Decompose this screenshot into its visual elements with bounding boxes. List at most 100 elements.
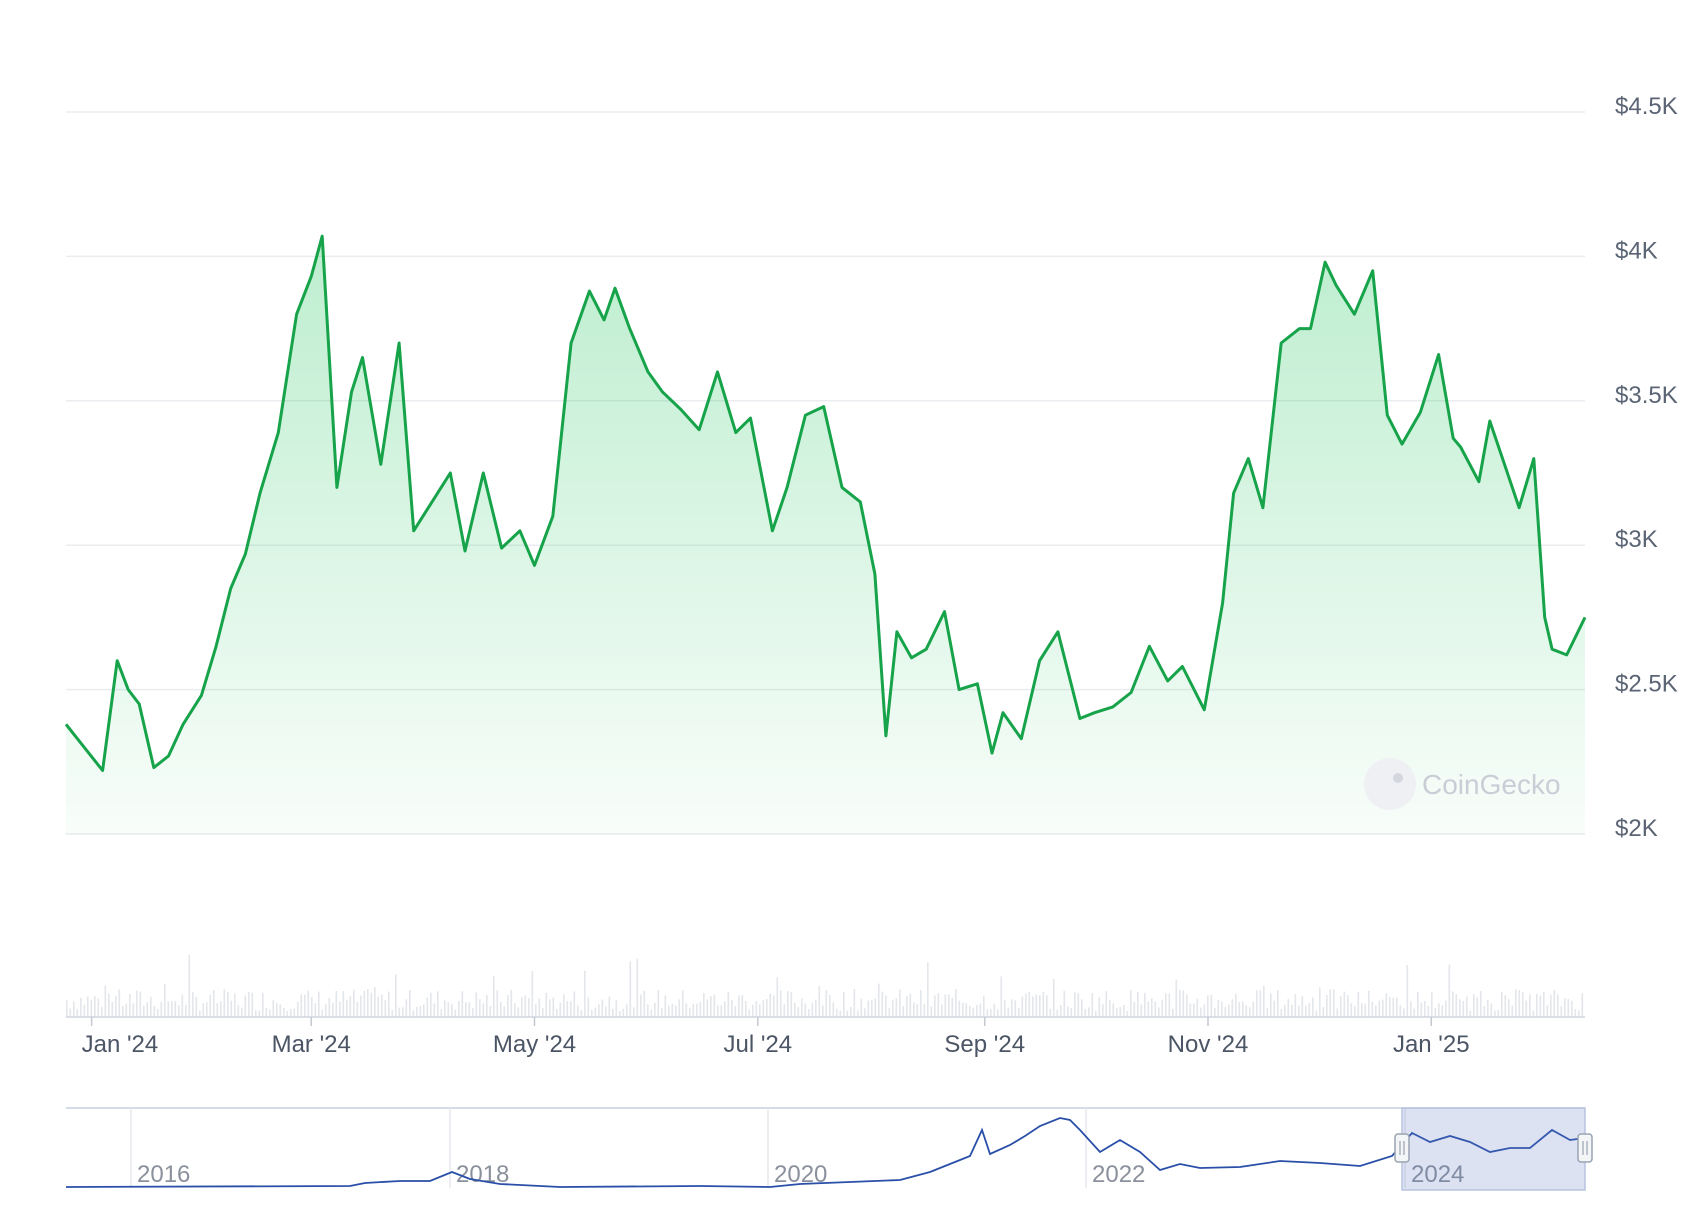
volume-bar xyxy=(370,992,373,1017)
volume-bar xyxy=(878,983,880,1017)
volume-bar xyxy=(1123,1005,1125,1017)
volume-bar xyxy=(1060,1004,1062,1017)
volume-bar xyxy=(1487,999,1489,1017)
volume-bar xyxy=(269,1009,271,1017)
y-tick-label: $3.5K xyxy=(1615,382,1678,409)
volume-bar xyxy=(1308,1002,1311,1017)
volume-bar xyxy=(164,983,166,1017)
volume-bar xyxy=(314,1003,317,1017)
price-line[interactable] xyxy=(64,234,1587,772)
x-tick-label: Mar '24 xyxy=(272,1031,351,1058)
volume-bar xyxy=(839,1010,842,1017)
volume-bar xyxy=(150,996,152,1017)
volume-bar xyxy=(801,998,803,1017)
range-navigator[interactable]: 2016 2018 2020 2022 2024 xyxy=(65,1107,1593,1191)
volume-bar xyxy=(1077,993,1080,1017)
volume-bar xyxy=(934,995,936,1017)
navigator-selection[interactable] xyxy=(1401,1107,1586,1191)
volume-bar xyxy=(69,1008,72,1017)
volume-bar xyxy=(643,990,646,1017)
gecko-logo-icon xyxy=(1364,758,1416,810)
volume-bar xyxy=(1196,998,1199,1017)
volume-bar xyxy=(1403,1008,1405,1017)
volume-bar xyxy=(1018,1008,1020,1017)
volume-bar xyxy=(1245,1005,1248,1017)
volume-bar xyxy=(472,1008,474,1017)
volume-bar xyxy=(986,1009,989,1017)
volume-bar xyxy=(90,1000,93,1017)
volume-bar xyxy=(531,971,534,1017)
volume-bar xyxy=(276,1003,278,1017)
volume-bar xyxy=(181,994,184,1017)
volume-bar xyxy=(521,997,523,1017)
volume-bar xyxy=(1319,987,1321,1017)
volume-bar xyxy=(1434,1007,1437,1017)
volume-bar xyxy=(1466,996,1468,1017)
volume-bar xyxy=(66,1000,68,1017)
volume-bar xyxy=(997,1009,999,1017)
volume-bar xyxy=(248,991,250,1017)
volume-bar xyxy=(1462,1000,1465,1017)
volume-bar xyxy=(1014,1000,1017,1017)
volume-bar xyxy=(1350,1003,1353,1017)
volume-bar xyxy=(503,1006,506,1017)
price-area xyxy=(66,236,1585,834)
volume-bar xyxy=(185,1005,187,1017)
volume-bar xyxy=(951,997,954,1017)
volume-bar xyxy=(661,1007,663,1017)
volume-bar xyxy=(1326,995,1328,1017)
volume-bar xyxy=(1088,1007,1090,1017)
volume-bar xyxy=(1494,1010,1496,1017)
volume-bar xyxy=(300,994,303,1017)
volume-bar xyxy=(1039,995,1041,1017)
volume-bar xyxy=(885,995,887,1017)
volume-bar xyxy=(1004,999,1006,1017)
navigator-handle[interactable] xyxy=(1577,1133,1593,1163)
navigator-handle[interactable] xyxy=(1394,1133,1410,1163)
volume-bar xyxy=(899,989,901,1017)
volume-bar xyxy=(391,1009,394,1017)
volume-bar xyxy=(307,990,310,1017)
volume-bar xyxy=(1508,999,1510,1017)
volume-bar xyxy=(636,958,639,1017)
volume-bar xyxy=(724,1001,726,1017)
volume-bar xyxy=(1431,991,1433,1017)
volume-bar xyxy=(318,991,320,1017)
watermark-text: CoinGecko xyxy=(1422,769,1561,800)
volume-bar xyxy=(615,1000,618,1017)
volume-bar xyxy=(1347,995,1349,1017)
volume-bar xyxy=(972,1007,975,1017)
volume-bar xyxy=(545,992,548,1017)
volume-bar xyxy=(482,1003,485,1017)
volume-bar xyxy=(1364,1003,1367,1017)
volume-bar xyxy=(706,999,709,1017)
price-series[interactable] xyxy=(64,234,1587,834)
volume-bar xyxy=(797,1007,800,1017)
volume-bar xyxy=(664,995,667,1017)
volume-bar xyxy=(1298,1005,1300,1017)
volume-bar xyxy=(1179,989,1181,1017)
volume-bar xyxy=(846,1010,849,1017)
navigator-year-label: 2022 xyxy=(1092,1161,1145,1188)
navigator-year-label: 2016 xyxy=(137,1161,190,1188)
volume-bar xyxy=(1021,996,1024,1017)
volume-bar xyxy=(923,1004,926,1017)
volume-bar xyxy=(853,989,856,1017)
volume-bar xyxy=(325,1004,327,1017)
volume-bar xyxy=(622,1008,625,1017)
volume-bar xyxy=(965,1003,968,1017)
volume-bar xyxy=(675,1005,677,1017)
volume-bar xyxy=(1182,990,1185,1017)
volume-bar xyxy=(465,1002,467,1017)
volume-bar xyxy=(871,1000,873,1017)
volume-bar xyxy=(286,1010,289,1017)
volume-bar xyxy=(426,997,429,1017)
volume-bar xyxy=(290,1009,292,1017)
volume-bar xyxy=(1385,993,1388,1017)
volume-bar xyxy=(944,994,947,1017)
volume-bar xyxy=(647,1004,649,1017)
volume-bar xyxy=(360,995,362,1017)
volume-bar xyxy=(381,994,383,1017)
volume-bar xyxy=(1357,991,1360,1017)
